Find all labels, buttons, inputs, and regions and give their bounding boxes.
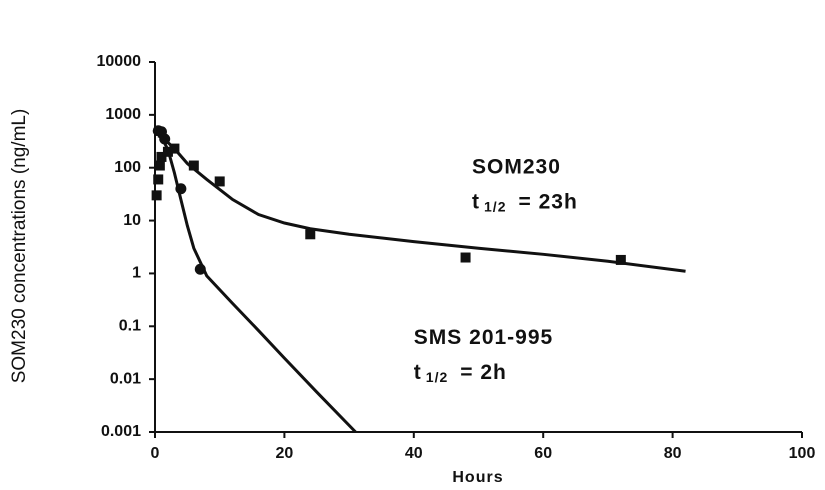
- y-tick-label: 0.001: [101, 423, 141, 440]
- data-point: [151, 190, 162, 201]
- fit-line: [157, 134, 686, 273]
- data-point: [154, 160, 165, 171]
- annotation-text: t: [472, 190, 480, 213]
- annotation-text: SOM230: [472, 155, 561, 178]
- annotation-text: t: [414, 361, 422, 384]
- annotation-text: = 23h: [518, 190, 577, 213]
- y-tick-label: 100: [114, 159, 141, 176]
- y-axis-label: SOM230 concentrations (ng/mL): [9, 109, 30, 384]
- y-tick-label: 10000: [97, 53, 142, 70]
- annotation: t 1/2 = 23h: [472, 190, 578, 214]
- x-tick-label: 60: [534, 445, 552, 462]
- annotation: SOM230: [472, 155, 561, 178]
- y-tick-label: 1000: [105, 106, 141, 123]
- y-tick-label: 0.1: [119, 318, 141, 335]
- data-point: [460, 252, 471, 263]
- y-tick-label: 10: [123, 212, 141, 229]
- annotation-text: = 2h: [460, 361, 507, 384]
- annotation-text: SMS 201-995: [414, 326, 553, 349]
- data-point: [305, 229, 316, 240]
- data-point: [153, 174, 164, 185]
- y-tick-label: 0.01: [110, 370, 141, 387]
- data-point: [188, 160, 199, 171]
- annotation: SMS 201-995: [414, 326, 553, 349]
- annotation-subscript: 1/2: [484, 198, 506, 214]
- x-tick-label: 80: [664, 445, 682, 462]
- x-tick-label: 40: [405, 445, 423, 462]
- data-point: [615, 254, 626, 265]
- x-tick-label: 0: [151, 445, 160, 462]
- x-axis-label: Hours: [452, 469, 503, 486]
- fit-line: [157, 134, 357, 434]
- x-tick-label: 20: [276, 445, 294, 462]
- data-point: [156, 151, 167, 162]
- y-tick-label: 1: [132, 265, 141, 282]
- x-tick-label: 100: [789, 445, 816, 462]
- annotation-subscript: 1/2: [426, 369, 448, 385]
- data-point: [214, 176, 225, 187]
- annotation: t 1/2 = 2h: [414, 361, 507, 385]
